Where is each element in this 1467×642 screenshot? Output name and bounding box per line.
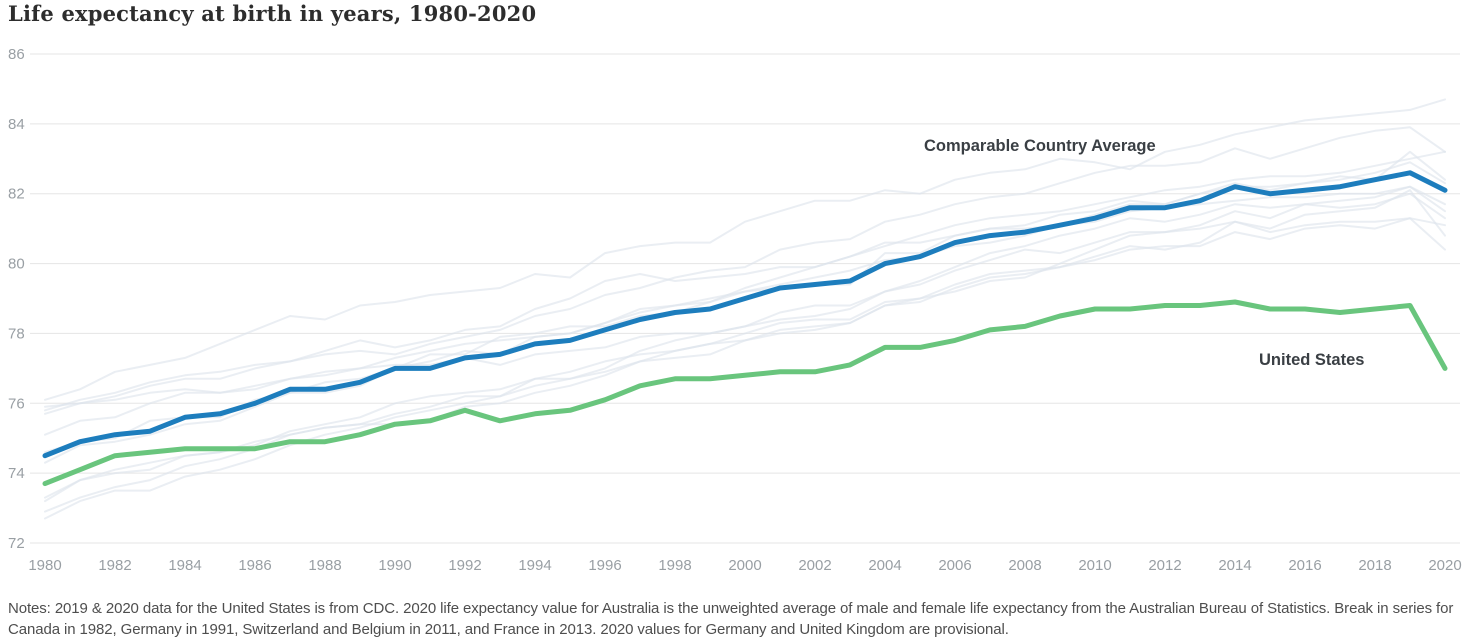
chart-notes: Notes: 2019 & 2020 data for the United S… (8, 600, 1454, 638)
x-axis-tick-label: 1980 (28, 557, 61, 574)
x-axis-tick-label: 2016 (1288, 557, 1321, 574)
y-axis-tick-label: 72 (8, 535, 25, 552)
series-label-comparable-country-average: Comparable Country Average (924, 137, 1156, 155)
x-axis-tick-label: 1988 (308, 557, 341, 574)
x-axis-tick-label: 2008 (1008, 557, 1041, 574)
series-line-sweden (44, 150, 1446, 412)
y-axis-tick-label: 76 (8, 395, 25, 412)
x-axis-tick-label: 1986 (238, 557, 271, 574)
x-axis-tick-label: 2018 (1358, 557, 1391, 574)
series-line-germany (44, 217, 1446, 513)
series-line-belgium (44, 189, 1446, 499)
series-label-united-states: United States (1259, 351, 1365, 369)
x-axis-tick-label: 1990 (378, 557, 411, 574)
x-axis-tick-label: 2020 (1428, 557, 1461, 574)
series-line-united-kingdom (44, 217, 1446, 503)
x-axis-tick-label: 1984 (168, 557, 201, 574)
x-axis-tick-label: 1998 (658, 557, 691, 574)
x-axis-tick-label: 2012 (1148, 557, 1181, 574)
x-axis-tick-label: 2006 (938, 557, 971, 574)
x-axis-tick-label: 2000 (728, 557, 761, 574)
series-line-france (44, 161, 1446, 464)
series-line-japan (44, 98, 1446, 401)
series-line-austria (44, 192, 1446, 520)
y-axis-tick-label: 82 (8, 186, 25, 203)
x-axis-tick-label: 2004 (868, 557, 901, 574)
series-line-canada (44, 185, 1446, 436)
y-axis-tick-label: 80 (8, 256, 25, 273)
series-line-united-states (42, 299, 1448, 487)
x-axis-tick-label: 1994 (518, 557, 551, 574)
x-axis-tick-label: 1992 (448, 557, 481, 574)
y-axis-tick-label: 74 (8, 465, 25, 482)
x-axis-tick-label: 2002 (798, 557, 831, 574)
x-axis-tick-label: 1982 (98, 557, 131, 574)
x-axis-tick-label: 2010 (1078, 557, 1111, 574)
series-line-comparable-country-average (42, 170, 1448, 459)
y-axis-tick-label: 86 (8, 46, 25, 63)
y-axis-tick-label: 78 (8, 325, 25, 342)
x-axis-tick-label: 1996 (588, 557, 621, 574)
x-axis-tick-label: 2014 (1218, 557, 1251, 574)
y-axis-tick-label: 84 (8, 116, 25, 133)
series-line-switzerland (44, 126, 1446, 415)
chart-title: Life expectancy at birth in years, 1980-… (8, 1, 537, 26)
